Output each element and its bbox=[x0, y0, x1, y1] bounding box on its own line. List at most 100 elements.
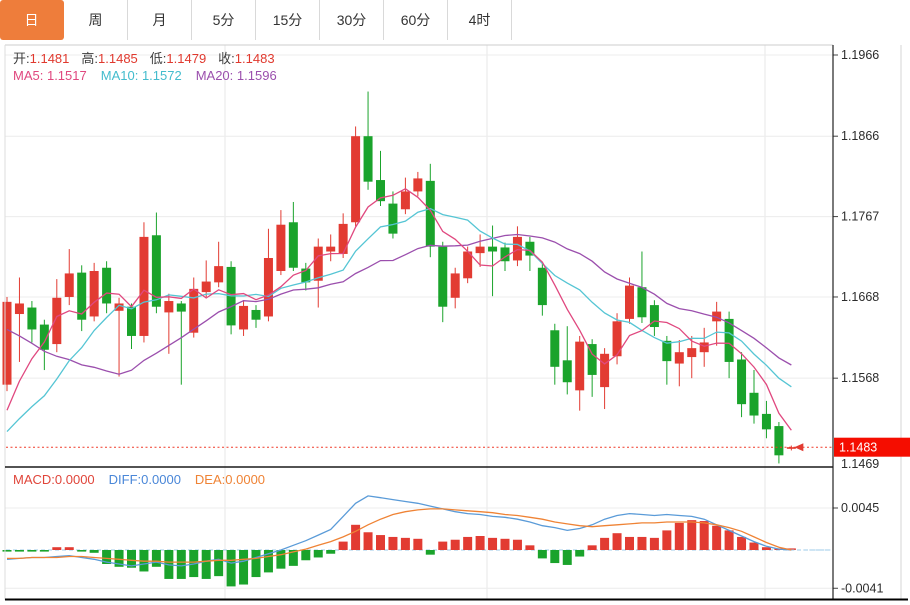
candle-down[interactable] bbox=[649, 305, 659, 328]
macd-bar-positive[interactable] bbox=[64, 547, 74, 550]
candle-down[interactable] bbox=[39, 324, 49, 350]
macd-bar-negative[interactable] bbox=[14, 550, 24, 552]
macd-bar-negative[interactable] bbox=[127, 550, 136, 568]
macd-bar-positive[interactable] bbox=[388, 536, 398, 550]
tab-60分[interactable]: 60分 bbox=[384, 0, 448, 40]
candle-down[interactable] bbox=[749, 392, 759, 416]
candle-up[interactable] bbox=[139, 236, 149, 336]
candle-up[interactable] bbox=[214, 266, 224, 283]
candle-up[interactable] bbox=[326, 246, 336, 252]
tab-5分[interactable]: 5分 bbox=[192, 0, 256, 40]
candle-up[interactable] bbox=[89, 270, 99, 317]
macd-bar-positive[interactable] bbox=[463, 536, 473, 550]
candle-up[interactable] bbox=[512, 236, 522, 261]
macd-bar-positive[interactable] bbox=[674, 522, 684, 550]
tab-月[interactable]: 月 bbox=[128, 0, 192, 40]
candle-up[interactable] bbox=[351, 136, 361, 223]
candle-up[interactable] bbox=[64, 273, 74, 297]
candle-up[interactable] bbox=[201, 281, 211, 293]
candle-down[interactable] bbox=[774, 426, 784, 456]
candle-down[interactable] bbox=[176, 303, 186, 312]
macd-bar-negative[interactable] bbox=[102, 550, 112, 564]
macd-bar-positive[interactable] bbox=[712, 525, 722, 550]
candle-up[interactable] bbox=[263, 258, 273, 317]
candle-down[interactable] bbox=[537, 267, 547, 306]
macd-bar-positive[interactable] bbox=[737, 536, 747, 550]
macd-bar-positive[interactable] bbox=[600, 537, 610, 550]
candle-up[interactable] bbox=[164, 301, 174, 313]
candle-down[interactable] bbox=[376, 180, 385, 202]
candle-down[interactable] bbox=[587, 344, 597, 375]
macd-bar-negative[interactable] bbox=[550, 550, 560, 564]
candle-up[interactable] bbox=[400, 191, 410, 210]
candle-down[interactable] bbox=[550, 330, 560, 367]
macd-bar-negative[interactable] bbox=[288, 550, 298, 566]
macd-bar-negative[interactable] bbox=[575, 550, 585, 557]
candle-up[interactable] bbox=[674, 352, 684, 364]
macd-bar-negative[interactable] bbox=[151, 550, 161, 567]
macd-bar-positive[interactable] bbox=[512, 539, 522, 550]
macd-bar-positive[interactable] bbox=[376, 535, 385, 550]
macd-bar-negative[interactable] bbox=[39, 550, 49, 552]
candle-down[interactable] bbox=[500, 247, 510, 262]
candle-down[interactable] bbox=[288, 222, 298, 268]
macd-bar-negative[interactable] bbox=[562, 550, 572, 565]
macd-bar-positive[interactable] bbox=[625, 536, 634, 550]
candle-down[interactable] bbox=[662, 340, 672, 362]
candle-up[interactable] bbox=[712, 311, 722, 322]
macd-bar-negative[interactable] bbox=[263, 550, 273, 573]
candle-up[interactable] bbox=[338, 223, 348, 254]
macd-bar-negative[interactable] bbox=[77, 550, 87, 552]
macd-bar-negative[interactable] bbox=[201, 550, 211, 579]
candle-up[interactable] bbox=[450, 273, 460, 298]
candle-down[interactable] bbox=[27, 307, 37, 330]
candle-down[interactable] bbox=[251, 309, 261, 320]
macd-bar-negative[interactable] bbox=[239, 550, 249, 585]
candle-up[interactable] bbox=[687, 348, 697, 358]
candle-down[interactable] bbox=[388, 203, 398, 234]
macd-bar-positive[interactable] bbox=[488, 537, 498, 550]
macd-bar-positive[interactable] bbox=[637, 536, 647, 550]
candle-up[interactable] bbox=[600, 353, 610, 388]
macd-bar-positive[interactable] bbox=[525, 545, 535, 550]
macd-bar-negative[interactable] bbox=[214, 550, 224, 577]
macd-bar-positive[interactable] bbox=[612, 533, 622, 550]
macd-bar-negative[interactable] bbox=[27, 550, 37, 552]
candle-up[interactable] bbox=[52, 297, 62, 345]
macd-bar-negative[interactable] bbox=[276, 550, 286, 569]
candle-down[interactable] bbox=[127, 306, 136, 336]
macd-bar-positive[interactable] bbox=[351, 524, 361, 550]
candle-down[interactable] bbox=[488, 246, 498, 252]
macd-bar-positive[interactable] bbox=[400, 537, 410, 550]
candle-down[interactable] bbox=[562, 360, 572, 383]
macd-bar-positive[interactable] bbox=[438, 541, 448, 550]
macd-bar-positive[interactable] bbox=[786, 548, 796, 550]
candle-down[interactable] bbox=[761, 413, 771, 430]
macd-bar-positive[interactable] bbox=[649, 537, 659, 550]
macd-bar-positive[interactable] bbox=[450, 539, 460, 550]
macd-bar-positive[interactable] bbox=[749, 542, 759, 550]
tab-30分[interactable]: 30分 bbox=[320, 0, 384, 40]
candle-up[interactable] bbox=[276, 224, 286, 271]
macd-bar-negative[interactable] bbox=[313, 550, 323, 558]
macd-bar-negative[interactable] bbox=[251, 550, 261, 578]
candle-up[interactable] bbox=[625, 285, 634, 319]
candle-down[interactable] bbox=[737, 359, 747, 405]
candle-up[interactable] bbox=[413, 178, 423, 192]
macd-bar-positive[interactable] bbox=[761, 547, 771, 550]
macd-bar-negative[interactable] bbox=[301, 550, 311, 561]
candle-up[interactable] bbox=[612, 321, 622, 357]
macd-bar-positive[interactable] bbox=[413, 538, 423, 550]
macd-bar-positive[interactable] bbox=[52, 547, 62, 550]
candle-down[interactable] bbox=[425, 180, 435, 247]
chart-area[interactable]: 1.1966 1.1866 1.1767 1.1668 1.1568 0.0045 -0.0… bbox=[0, 40, 910, 605]
candle-down[interactable] bbox=[438, 246, 448, 307]
candle-up[interactable] bbox=[189, 288, 199, 333]
macd-bar-positive[interactable] bbox=[699, 521, 709, 550]
candle-down[interactable] bbox=[102, 267, 112, 304]
macd-bar-positive[interactable] bbox=[338, 541, 348, 550]
macd-bar-negative[interactable] bbox=[114, 550, 124, 567]
tab-日[interactable]: 日 bbox=[0, 0, 64, 40]
macd-bar-negative[interactable] bbox=[326, 550, 336, 554]
candle-down[interactable] bbox=[77, 272, 87, 320]
